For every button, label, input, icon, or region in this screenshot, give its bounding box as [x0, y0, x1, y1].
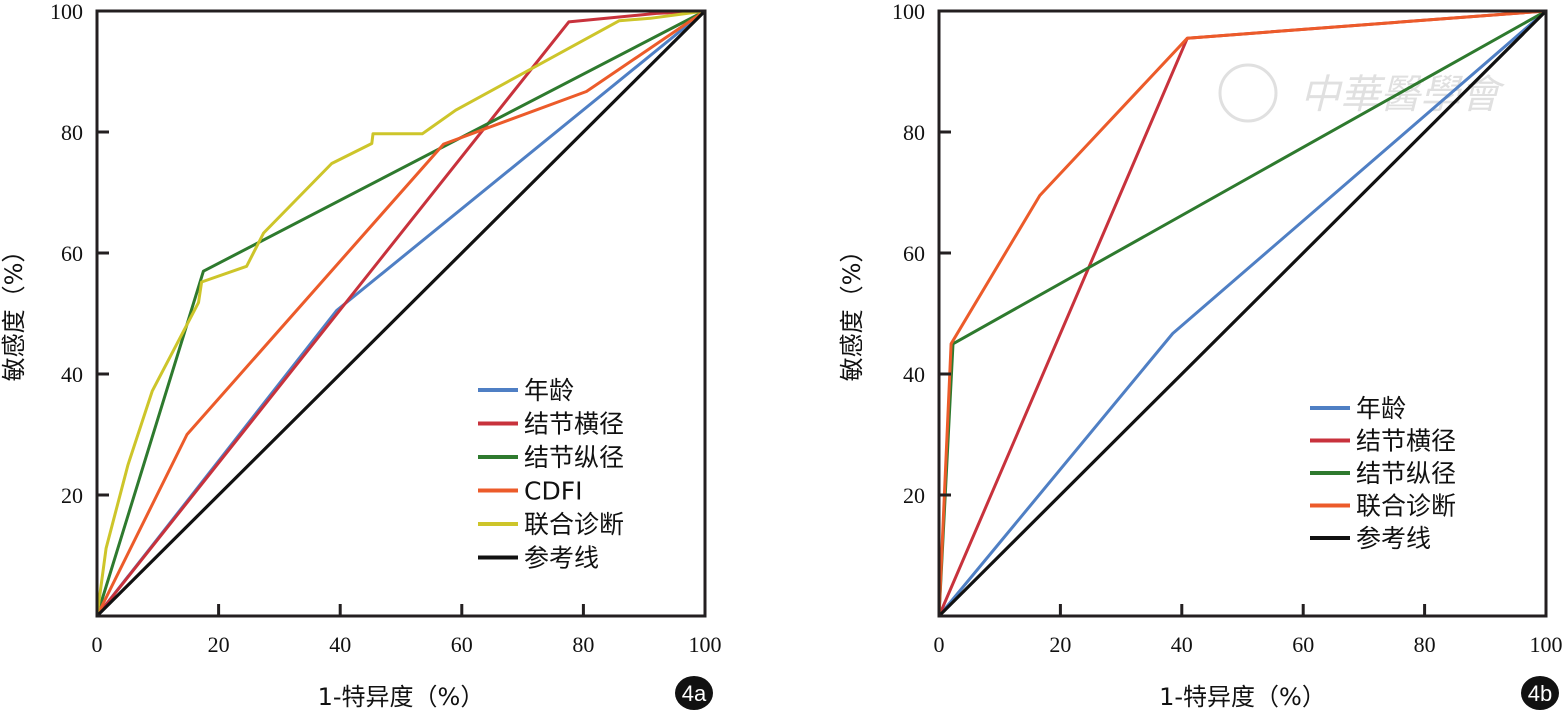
series-line-4 — [95, 9, 706, 617]
legend-label-0: 年龄 — [524, 376, 574, 405]
watermark-seal-icon — [1218, 63, 1278, 123]
legend-label-2: 结节纵径 — [1356, 459, 1456, 488]
panel-4b: 中華醫學會 0 20 40 60 80 100 20 40 60 80 100 1-特异度（%） 敏感度（… — [838, 0, 1563, 711]
x-tick-label: 60 — [451, 632, 473, 657]
y-tick-label: 20 — [61, 483, 83, 508]
panel-badge-label: 4b — [1528, 681, 1552, 706]
y-tick-label: 60 — [61, 241, 83, 266]
y-tick-label: 40 — [61, 362, 83, 387]
legend-label-3: CDFI — [524, 477, 582, 506]
panel-badge — [1521, 676, 1559, 710]
x-tick-label: 40 — [1171, 632, 1193, 657]
y-axis-label: 敏感度（%） — [838, 239, 866, 382]
series-line-3 — [95, 9, 706, 617]
y-tick-label: 60 — [903, 241, 925, 266]
y-tick-label: 100 — [50, 0, 83, 24]
x-tick-label: 60 — [1292, 632, 1314, 657]
x-tick-label: 80 — [572, 632, 594, 657]
x-tick-label: 100 — [1530, 632, 1563, 657]
legend-label-2: 结节纵径 — [524, 443, 624, 472]
legend-label-3: 联合诊断 — [1356, 492, 1456, 521]
y-tick-label: 20 — [903, 483, 925, 508]
y-tick-label: 40 — [903, 362, 925, 387]
legend-label-5: 参考线 — [524, 544, 599, 573]
x-tick-label: 40 — [329, 632, 351, 657]
x-tick-label: 0 — [92, 632, 103, 657]
series-line-2 — [95, 9, 706, 617]
series-line-3 — [937, 9, 1547, 617]
series-line-4 — [937, 9, 1548, 618]
x-tick-label: 20 — [208, 632, 230, 657]
legend-label-4: 参考线 — [1356, 524, 1431, 553]
watermark-text: 中華醫學會 — [1300, 72, 1505, 118]
series-line-0 — [937, 9, 1547, 617]
y-axis-label: 敏感度（%） — [0, 239, 28, 382]
x-tick-label: 0 — [934, 632, 945, 657]
legend-label-0: 年龄 — [1356, 394, 1406, 423]
panel-4a: 0 20 40 60 80 100 20 40 60 80 100 1-特异度（%） 敏感度（%） 年龄结… — [0, 0, 722, 711]
y-tick-label: 80 — [61, 120, 83, 145]
x-tick-label: 100 — [689, 632, 722, 657]
plot-frame — [95, 9, 707, 618]
panel-badge — [675, 676, 713, 710]
y-tick-label: 80 — [903, 120, 925, 145]
panel-badge-label: 4a — [682, 681, 707, 706]
y-tick-label: 100 — [892, 0, 925, 24]
legend-label-1: 结节横径 — [1356, 427, 1456, 456]
x-axis-label: 1-特异度（%） — [1159, 683, 1326, 711]
plot-frame — [937, 9, 1548, 618]
watermark-logo: 中華醫學會 — [1218, 63, 1505, 123]
legend-label-4: 联合诊断 — [524, 510, 624, 539]
x-tick-label: 80 — [1414, 632, 1436, 657]
series-line-5 — [95, 9, 707, 618]
x-tick-label: 20 — [1049, 632, 1071, 657]
x-axis-label: 1-特异度（%） — [318, 683, 485, 711]
legend-label-1: 结节横径 — [524, 410, 624, 439]
